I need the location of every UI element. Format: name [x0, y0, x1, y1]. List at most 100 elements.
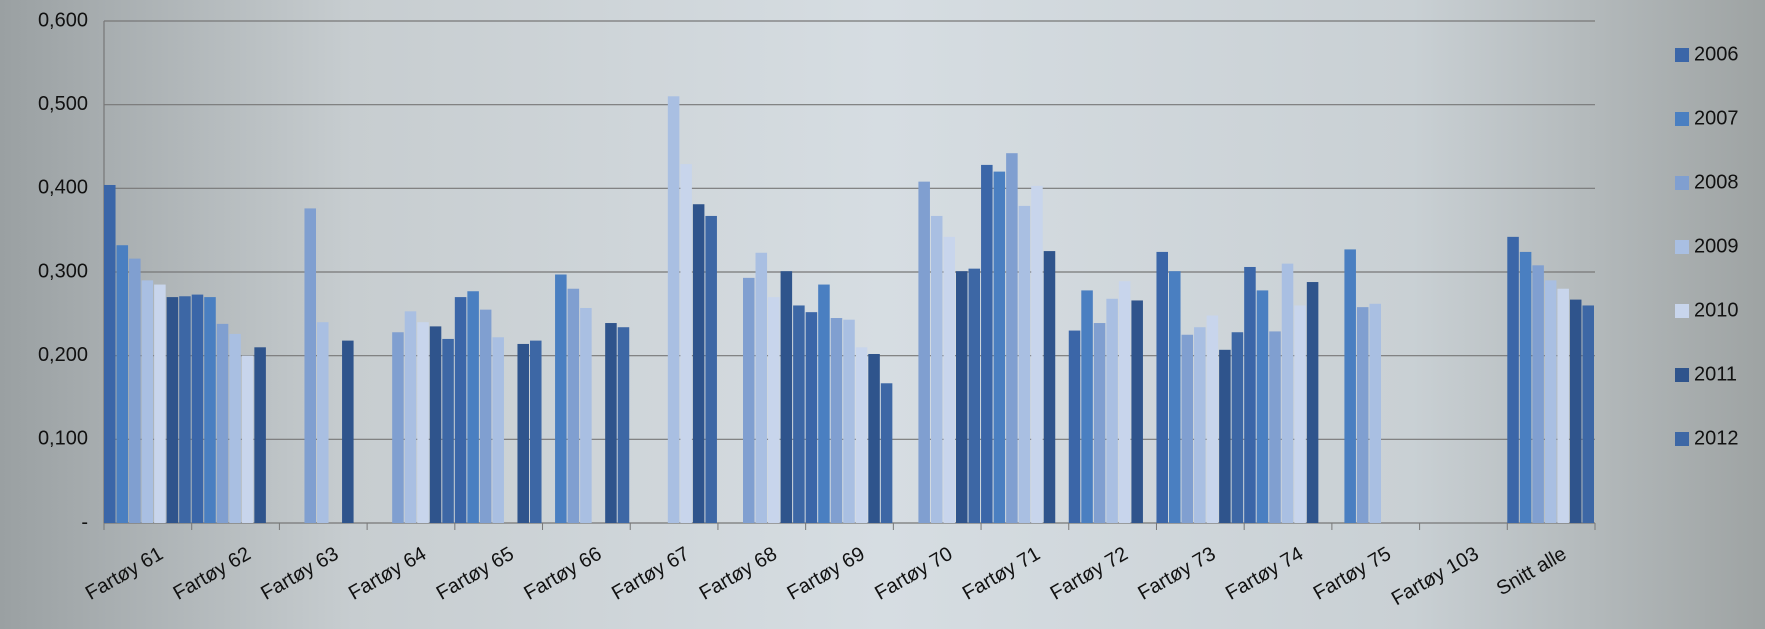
bar [1582, 305, 1594, 523]
bar [981, 164, 993, 523]
legend-label: 2006 [1694, 43, 1739, 65]
bar [768, 297, 780, 523]
legend-label: 2009 [1694, 235, 1739, 257]
bar [1244, 266, 1256, 523]
bar [1093, 323, 1106, 523]
x-tick-label: Fartøy 70 [871, 543, 956, 605]
legend-swatch [1675, 432, 1689, 446]
bar [1306, 282, 1319, 523]
x-tick-label: Fartøy 74 [1222, 543, 1307, 605]
bar [1569, 299, 1582, 523]
bar [342, 340, 354, 523]
y-tick-label: - [81, 511, 88, 533]
bar [968, 268, 981, 523]
bar [1256, 290, 1269, 523]
bar [1106, 298, 1118, 523]
bar [216, 323, 229, 523]
bar [1018, 205, 1031, 524]
bar [1156, 251, 1168, 524]
bar [1006, 153, 1018, 523]
x-tick-label: Fartøy 65 [433, 543, 518, 605]
bar [705, 215, 717, 523]
bar [1557, 288, 1569, 523]
bar [993, 171, 1006, 523]
bar [392, 332, 404, 523]
bar [241, 355, 254, 523]
bar [1281, 263, 1294, 523]
bar [617, 327, 630, 523]
bar [880, 383, 893, 523]
bar [1194, 327, 1206, 523]
bar [429, 326, 442, 523]
bar [680, 164, 692, 523]
bar [467, 291, 479, 523]
y-tick-label: 0,400 [38, 177, 88, 199]
bar [1507, 236, 1519, 524]
bar [1206, 315, 1219, 523]
bar [104, 184, 116, 523]
legend-swatch [1675, 48, 1689, 62]
bar [567, 288, 580, 523]
x-tick-label: Fartøy 68 [696, 543, 781, 605]
legend-swatch [1675, 368, 1689, 382]
x-tick-label: Fartøy 67 [608, 543, 693, 605]
x-tick-label: Fartøy 64 [345, 543, 430, 605]
bar [943, 236, 955, 524]
y-tick-label: 0,100 [38, 428, 88, 450]
bar [843, 319, 855, 523]
legend-label: 2008 [1694, 171, 1739, 193]
bar [692, 204, 705, 524]
legend-label: 2012 [1694, 427, 1739, 449]
bar [555, 274, 567, 523]
legend-label: 2007 [1694, 107, 1739, 129]
bar [229, 333, 241, 523]
legend-swatch [1675, 240, 1689, 254]
bar [918, 181, 930, 523]
bar [1294, 305, 1306, 523]
bar [580, 307, 592, 523]
bar [304, 208, 316, 523]
y-tick-label: 0,600 [38, 9, 88, 31]
bar [805, 312, 818, 523]
bar [417, 322, 429, 523]
bar [1169, 271, 1181, 523]
bar [1219, 349, 1231, 523]
x-tick-label: Snitt alle [1493, 543, 1570, 600]
bar [930, 215, 943, 523]
bar [780, 271, 793, 523]
bar [116, 245, 129, 523]
bar [855, 347, 868, 523]
bar [830, 318, 843, 523]
y-tick-label: 0,300 [38, 260, 88, 282]
bar [317, 322, 329, 523]
x-tick-label: Fartøy 61 [82, 543, 167, 605]
bar [517, 343, 529, 523]
bar [1131, 300, 1143, 523]
y-tick-label: 0,200 [38, 344, 88, 366]
bar [605, 323, 617, 523]
bar [479, 309, 492, 523]
bar [179, 296, 191, 523]
bar [1081, 290, 1093, 523]
x-tick-label: Fartøy 66 [520, 543, 605, 605]
bar [492, 337, 504, 523]
bar [1043, 251, 1056, 524]
bar [1519, 251, 1532, 524]
bar [442, 338, 454, 523]
legend-label: 2011 [1694, 363, 1737, 385]
bar [1532, 265, 1544, 523]
x-tick-label: Fartøy 63 [257, 543, 342, 605]
x-tick-label: Fartøy 71 [959, 543, 1044, 605]
bar [868, 353, 880, 523]
bar [793, 305, 805, 523]
x-tick-label: Fartøy 103 [1388, 543, 1483, 610]
bar [1369, 303, 1381, 523]
bar [1356, 307, 1369, 523]
bar [129, 258, 141, 523]
legend-swatch [1675, 112, 1689, 126]
bar [667, 96, 680, 524]
x-tick-label: Fartøy 72 [1047, 543, 1132, 605]
bar [191, 294, 204, 523]
legend-label: 2010 [1694, 299, 1739, 321]
